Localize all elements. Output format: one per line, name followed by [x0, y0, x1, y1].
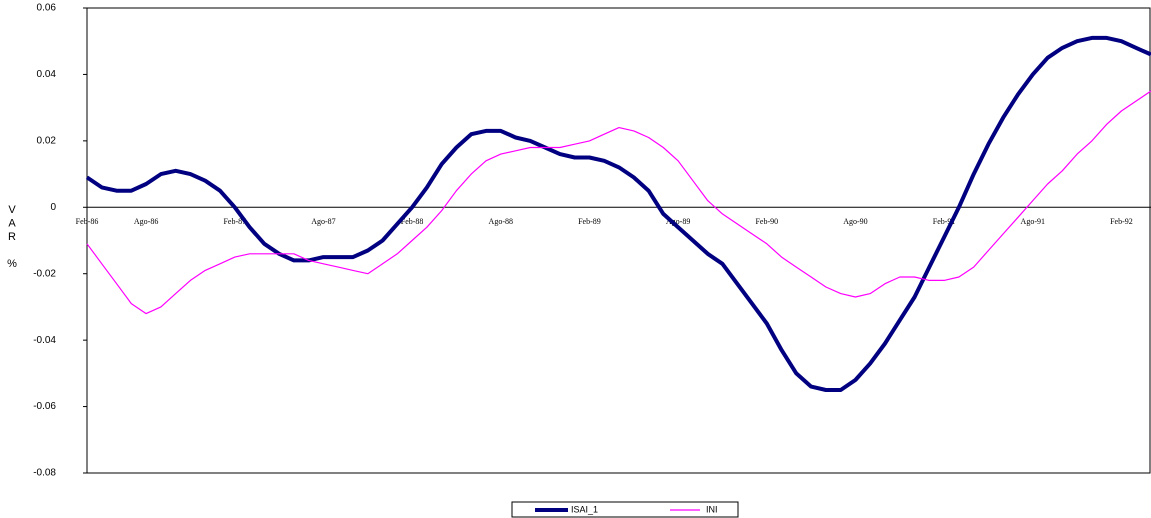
- line-ini: [86, 90, 1151, 315]
- x-tick-label: Ago-90: [843, 217, 867, 226]
- x-tick-label: Ago-86: [134, 217, 158, 226]
- y-tick-label: 0.04: [37, 69, 57, 80]
- x-tick-label: Feb-86: [76, 217, 99, 226]
- plot-frame: [86, 7, 1151, 474]
- y-tick-label: -0.08: [33, 468, 56, 479]
- x-tick-label: Feb-91: [933, 217, 956, 226]
- x-tick-label: Feb-92: [1110, 217, 1133, 226]
- x-tick-label: Feb-89: [578, 217, 601, 226]
- y-tick-label: 0.02: [37, 135, 57, 146]
- x-tick-label: Feb-88: [401, 217, 424, 226]
- x-tick-label: Ago-91: [1021, 217, 1045, 226]
- y-tick-label: -0.02: [33, 268, 56, 279]
- legend-label: ISAI_1: [571, 504, 598, 514]
- x-tick-label: Feb-90: [755, 217, 778, 226]
- y-tick-label: 0: [50, 202, 56, 213]
- y-tick-label: -0.04: [33, 335, 56, 346]
- legend-label: INI: [706, 504, 718, 514]
- x-tick-label: Ago-87: [311, 217, 335, 226]
- legend-box: [511, 501, 739, 518]
- x-tick-label: Ago-88: [489, 217, 513, 226]
- x-tick-label: Feb-87: [223, 217, 246, 226]
- line-isai-1: [85, 35, 1151, 392]
- y-tick-label: -0.06: [33, 401, 56, 412]
- x-tick-label: Ago-89: [666, 217, 690, 226]
- y-tick-label: 0.06: [37, 3, 57, 14]
